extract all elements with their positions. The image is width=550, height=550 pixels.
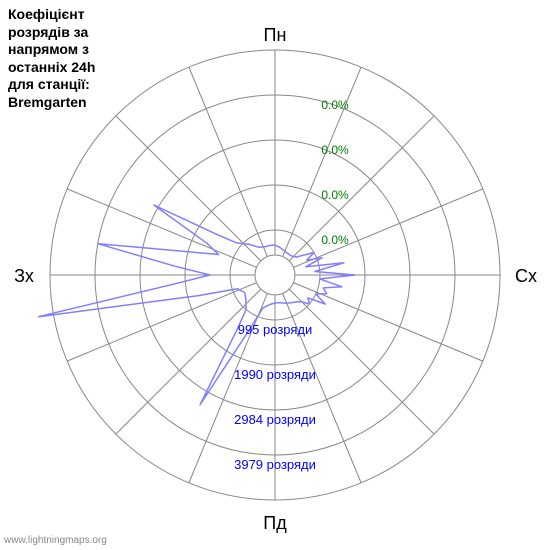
ring-label-percent: 0.0% xyxy=(321,98,349,112)
chart-container: Коефіцієнт розрядів за напрямом з останн… xyxy=(0,0,550,550)
ring-label-strikes: 2984 розряди xyxy=(234,412,316,427)
dir-east: Сх xyxy=(515,266,537,286)
dir-north: Пн xyxy=(264,25,287,45)
dir-west: Зх xyxy=(14,266,34,286)
ring-label-percent: 0.0% xyxy=(321,233,349,247)
dir-south: Пд xyxy=(263,513,287,533)
ring-label-percent: 0.0% xyxy=(321,143,349,157)
ring-label-strikes: 1990 розряди xyxy=(234,367,316,382)
ring-label-strikes: 3979 розряди xyxy=(234,457,316,472)
polar-chart: Пн Пд Сх Зх 995 розряди 1990 розряди 2984 розр… xyxy=(0,0,550,550)
ring-label-percent: 0.0% xyxy=(321,188,349,202)
ring-label-strikes: 995 розряди xyxy=(238,322,313,337)
footer-credit: www.lightningmaps.org xyxy=(4,535,107,546)
